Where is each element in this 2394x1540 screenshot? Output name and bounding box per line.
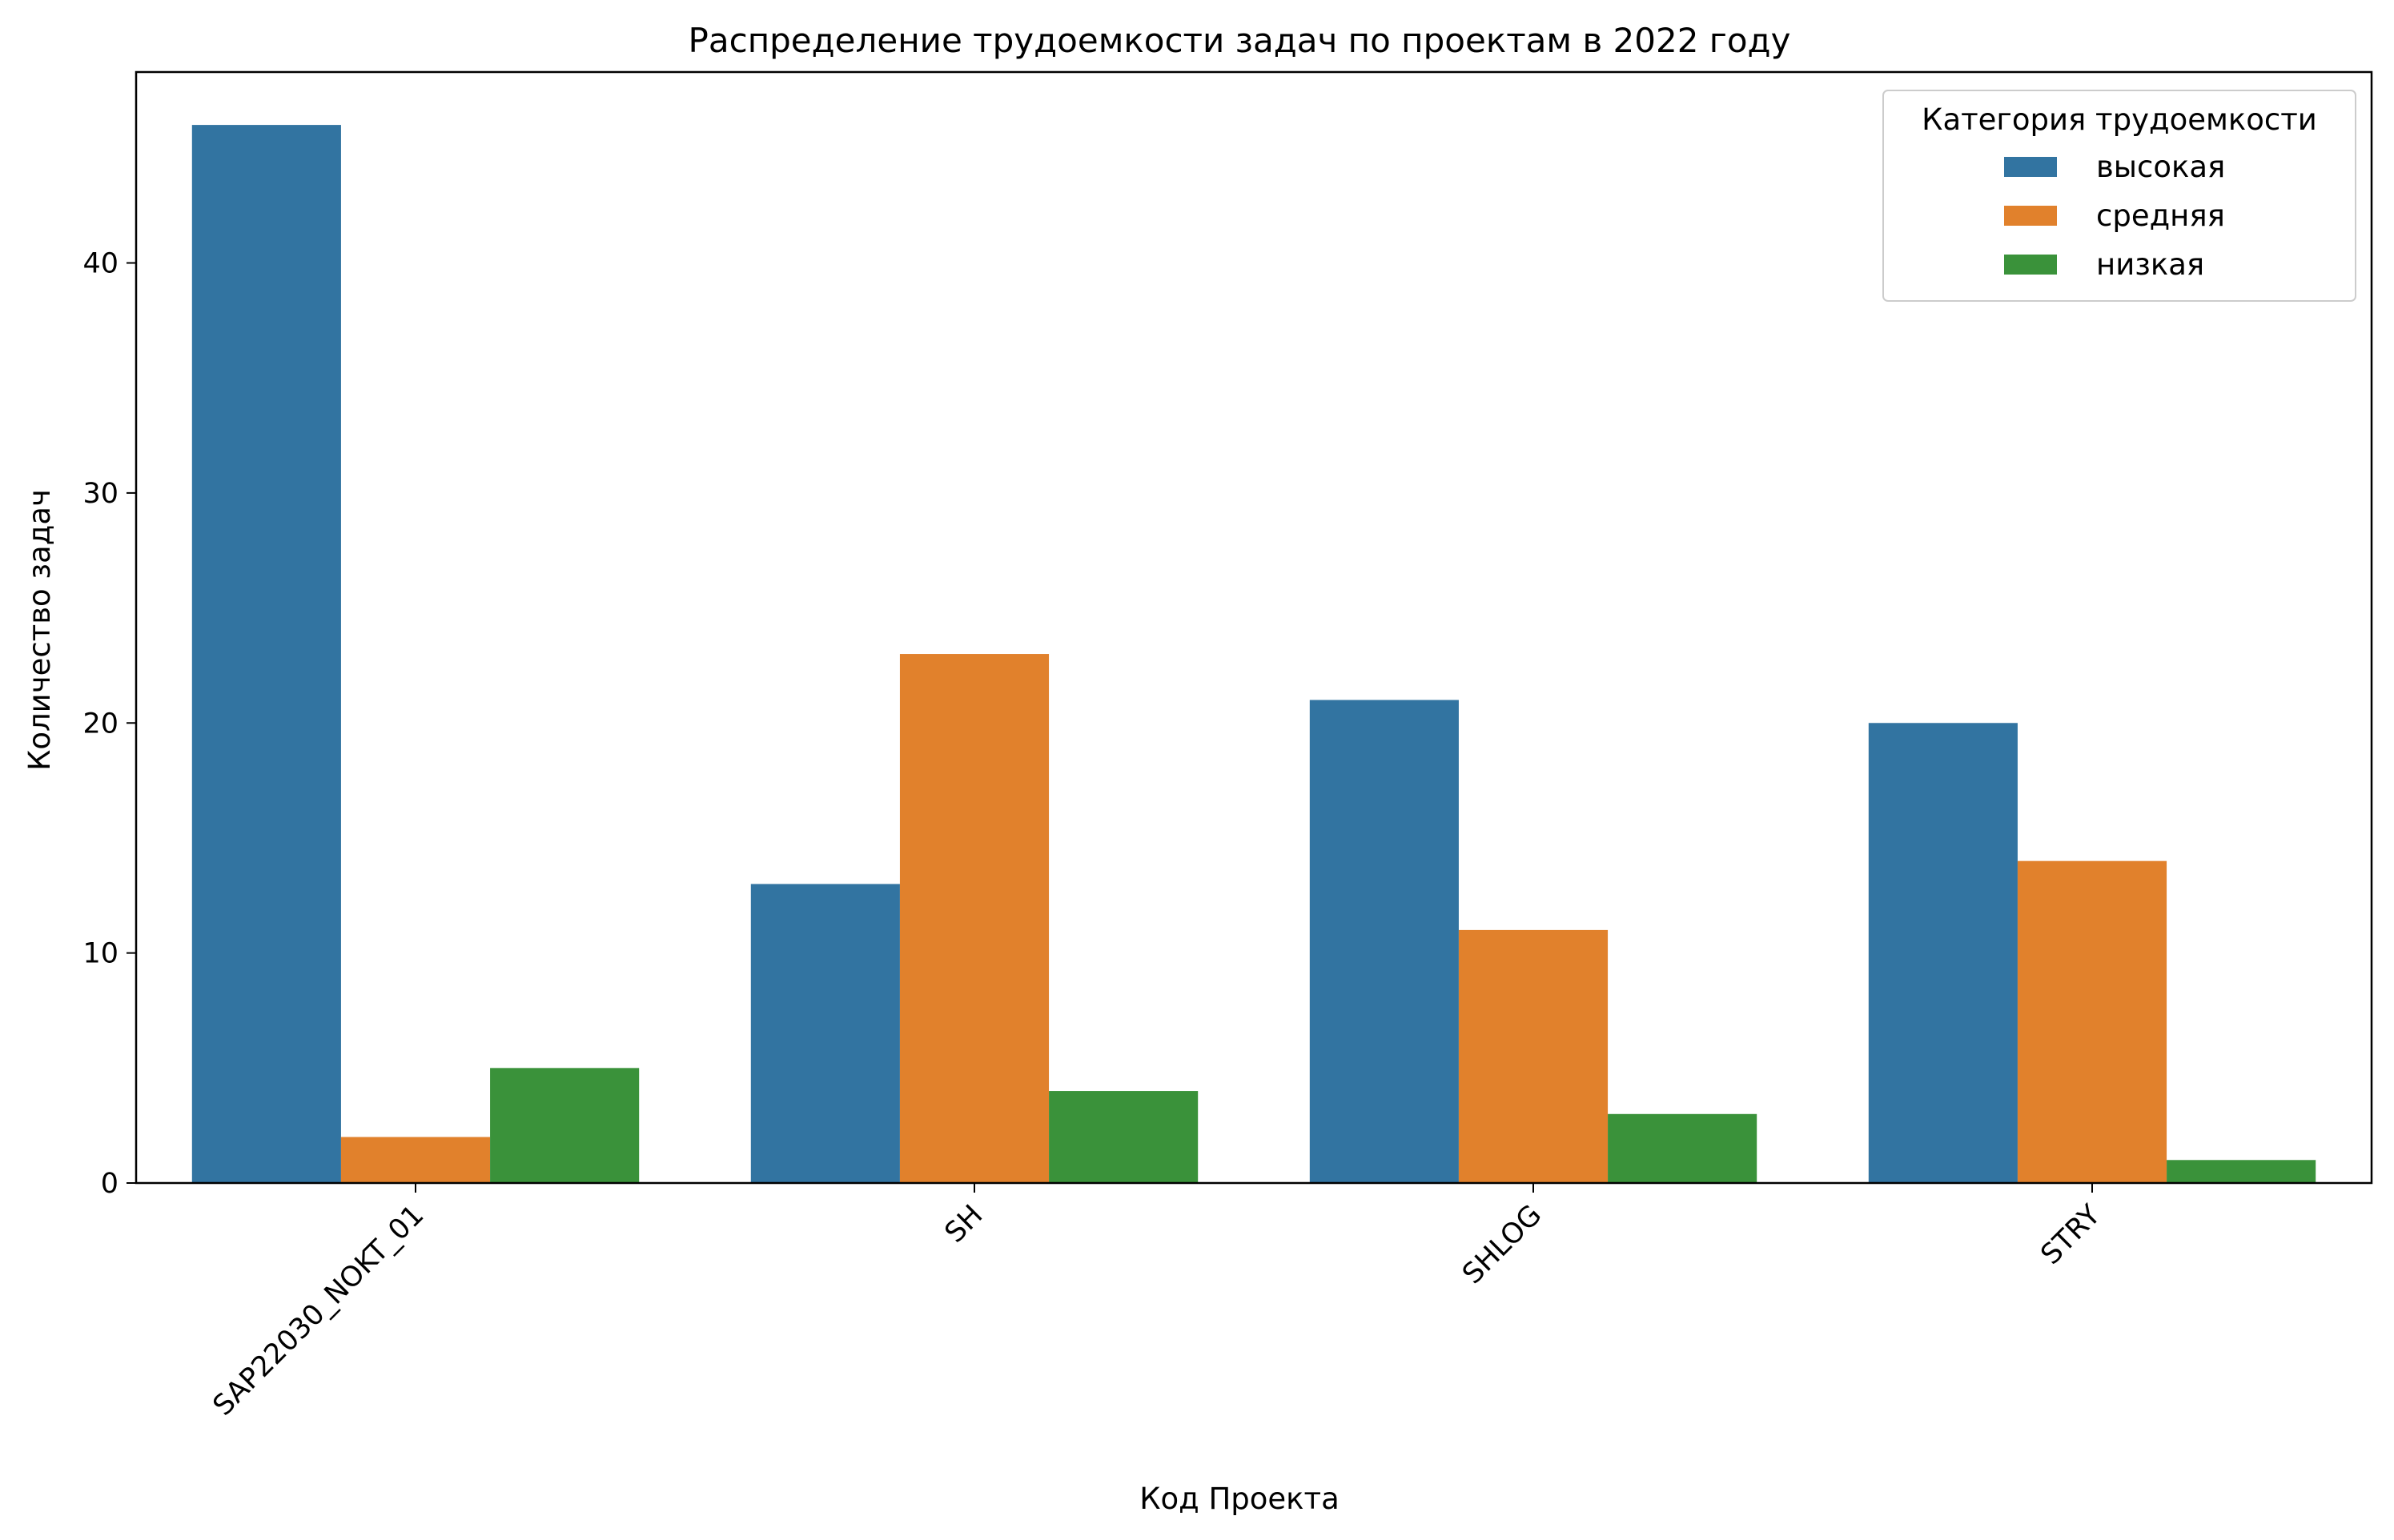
bar-SH-высокая: [750, 884, 900, 1183]
legend-swatch-средняя: [2004, 206, 2057, 226]
bar-SH-средняя: [899, 654, 1050, 1183]
bar-SAP22030_NOKT_01-средняя: [340, 1137, 491, 1183]
bar-SAP22030_NOKT_01-высокая: [191, 125, 341, 1184]
legend-title: Категория трудоемкости: [1922, 102, 2317, 137]
bar-SHLOG-высокая: [1309, 700, 1459, 1183]
bar-SHLOG-средняя: [1458, 929, 1609, 1183]
legend: Категория трудоемкости высокая средняя низ…: [1882, 90, 2356, 302]
x-axis-label: Код Проекта: [1139, 1482, 1340, 1516]
bar-SH-низкая: [1049, 1091, 1199, 1183]
plot-area: 0 10 20 30 40 SAP22030_NOKT_01 SH SHLOG STRY: [82, 70, 2373, 1422]
legend-label-средняя: средняя: [2096, 199, 2225, 233]
y-axis-label: Количество задач: [22, 489, 57, 771]
legend-swatch-высокая: [2004, 157, 2057, 177]
y-tick-label: 20: [82, 708, 118, 740]
bar-STRY-низкая: [2167, 1160, 2316, 1183]
legend-box: [1882, 90, 2356, 302]
plot-frame: [135, 70, 2373, 1185]
bar-SHLOG-низкая: [1608, 1113, 1757, 1183]
y-tick-label: 10: [82, 938, 118, 970]
x-tick-label: SHLOG: [1456, 1199, 1548, 1290]
bar-STRY-высокая: [1868, 723, 2018, 1183]
y-tick-label: 40: [82, 248, 118, 280]
x-tick-label: STRY: [2035, 1199, 2107, 1271]
x-tick-label: SH: [939, 1199, 990, 1249]
x-tick-label: SAP22030_NOKT_01: [207, 1199, 431, 1422]
bar-SAP22030_NOKT_01-низкая: [490, 1068, 640, 1183]
legend-swatch-низкая: [2004, 255, 2057, 275]
chart-title: Распределение трудоемкости задач по прое…: [689, 21, 1791, 60]
legend-label-высокая: высокая: [2096, 150, 2225, 184]
y-tick-label: 30: [82, 478, 118, 510]
y-tick-label: 0: [101, 1168, 118, 1200]
legend-label-низкая: низкая: [2096, 247, 2204, 282]
bar-STRY-средняя: [2017, 860, 2167, 1183]
